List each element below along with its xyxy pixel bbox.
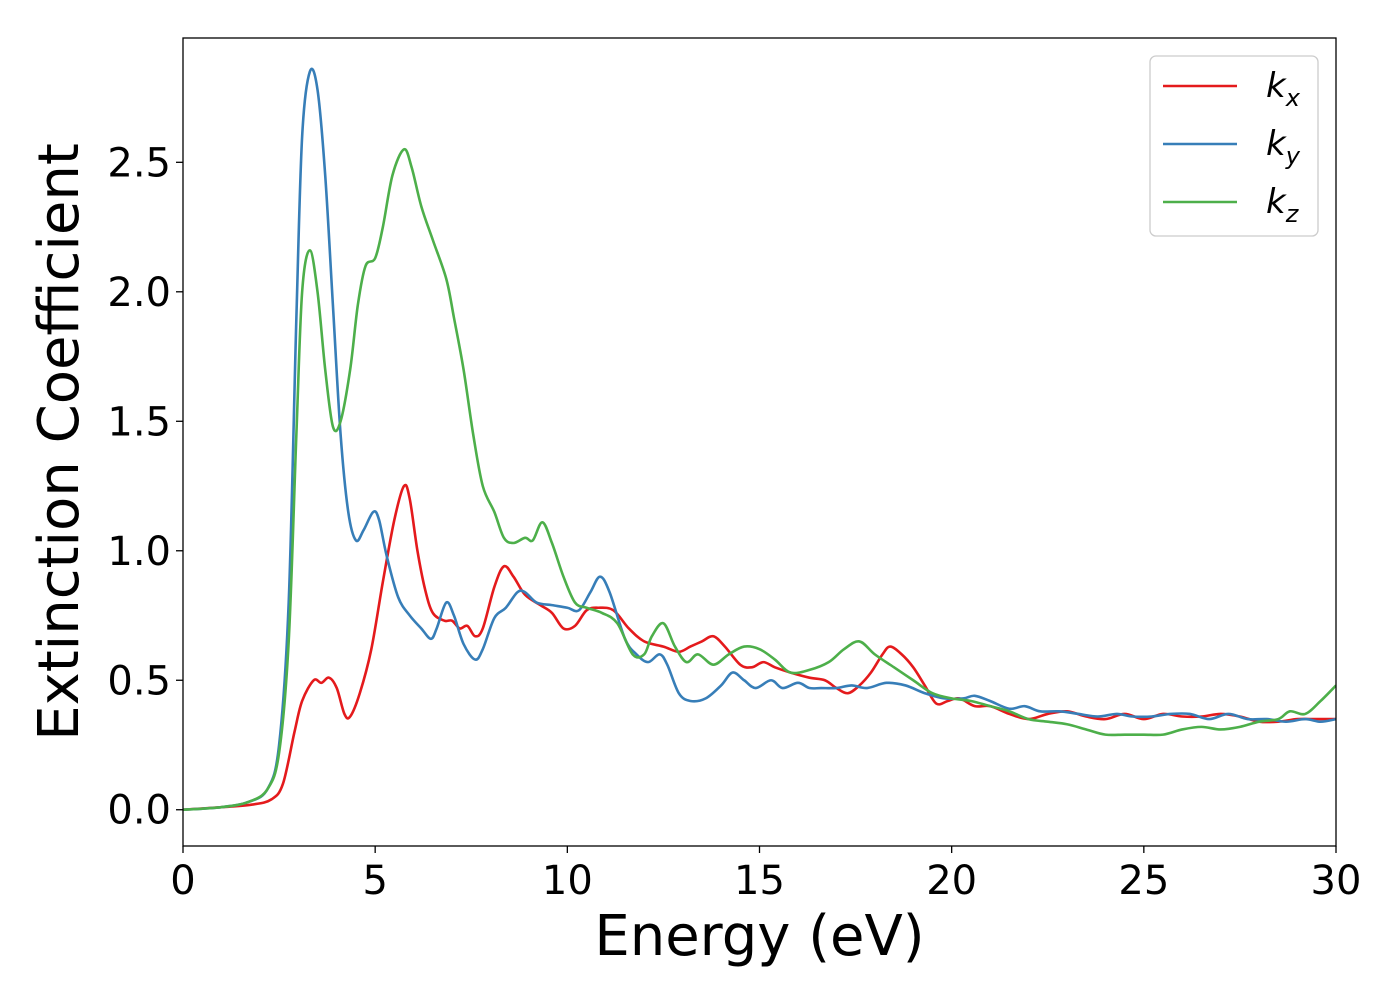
y-tick-label: 1.0 <box>107 529 171 575</box>
series-line-y <box>183 67 1336 812</box>
x-axis: 0 5 10 15 20 25 30 <box>170 846 1361 904</box>
legend-item-z: kz <box>1163 182 1300 228</box>
x-tick-label: 20 <box>926 858 977 904</box>
legend-label-base: k <box>1266 124 1287 164</box>
legend-label-subscript: x <box>1285 84 1301 112</box>
x-axis-label: Energy (eV) <box>594 904 924 969</box>
x-tick-label: 30 <box>1311 858 1362 904</box>
legend-item-x: kx <box>1163 66 1301 112</box>
x-tick-label: 0 <box>170 858 195 904</box>
legend-label: ky <box>1266 124 1301 170</box>
series-line-z <box>183 148 1336 812</box>
x-tick-label: 10 <box>542 858 593 904</box>
y-tick-label: 0.5 <box>107 658 171 704</box>
legend-label: kz <box>1266 182 1300 228</box>
x-tick-label: 5 <box>362 858 387 904</box>
y-axis-label: Extinction Coefficient <box>27 143 92 741</box>
y-tick-label: 0.0 <box>107 788 171 834</box>
legend-box <box>1149 55 1319 237</box>
legend-label-subscript: y <box>1285 142 1301 170</box>
x-tick-label: 25 <box>1118 858 1169 904</box>
y-tick-label: 2.0 <box>107 270 171 316</box>
y-axis: 0.0 0.5 1.0 1.5 2.0 2.5 <box>107 140 183 834</box>
y-tick-label: 1.5 <box>107 399 171 445</box>
legend-item-y: ky <box>1163 124 1301 170</box>
legend-label-subscript: z <box>1285 200 1300 228</box>
legend-label-base: k <box>1266 66 1287 106</box>
plot-lines-group <box>183 67 1336 812</box>
x-tick-label: 15 <box>734 858 785 904</box>
legend-label-base: k <box>1266 182 1287 222</box>
y-tick-label: 2.5 <box>107 140 171 186</box>
legend-label: kx <box>1266 66 1301 112</box>
